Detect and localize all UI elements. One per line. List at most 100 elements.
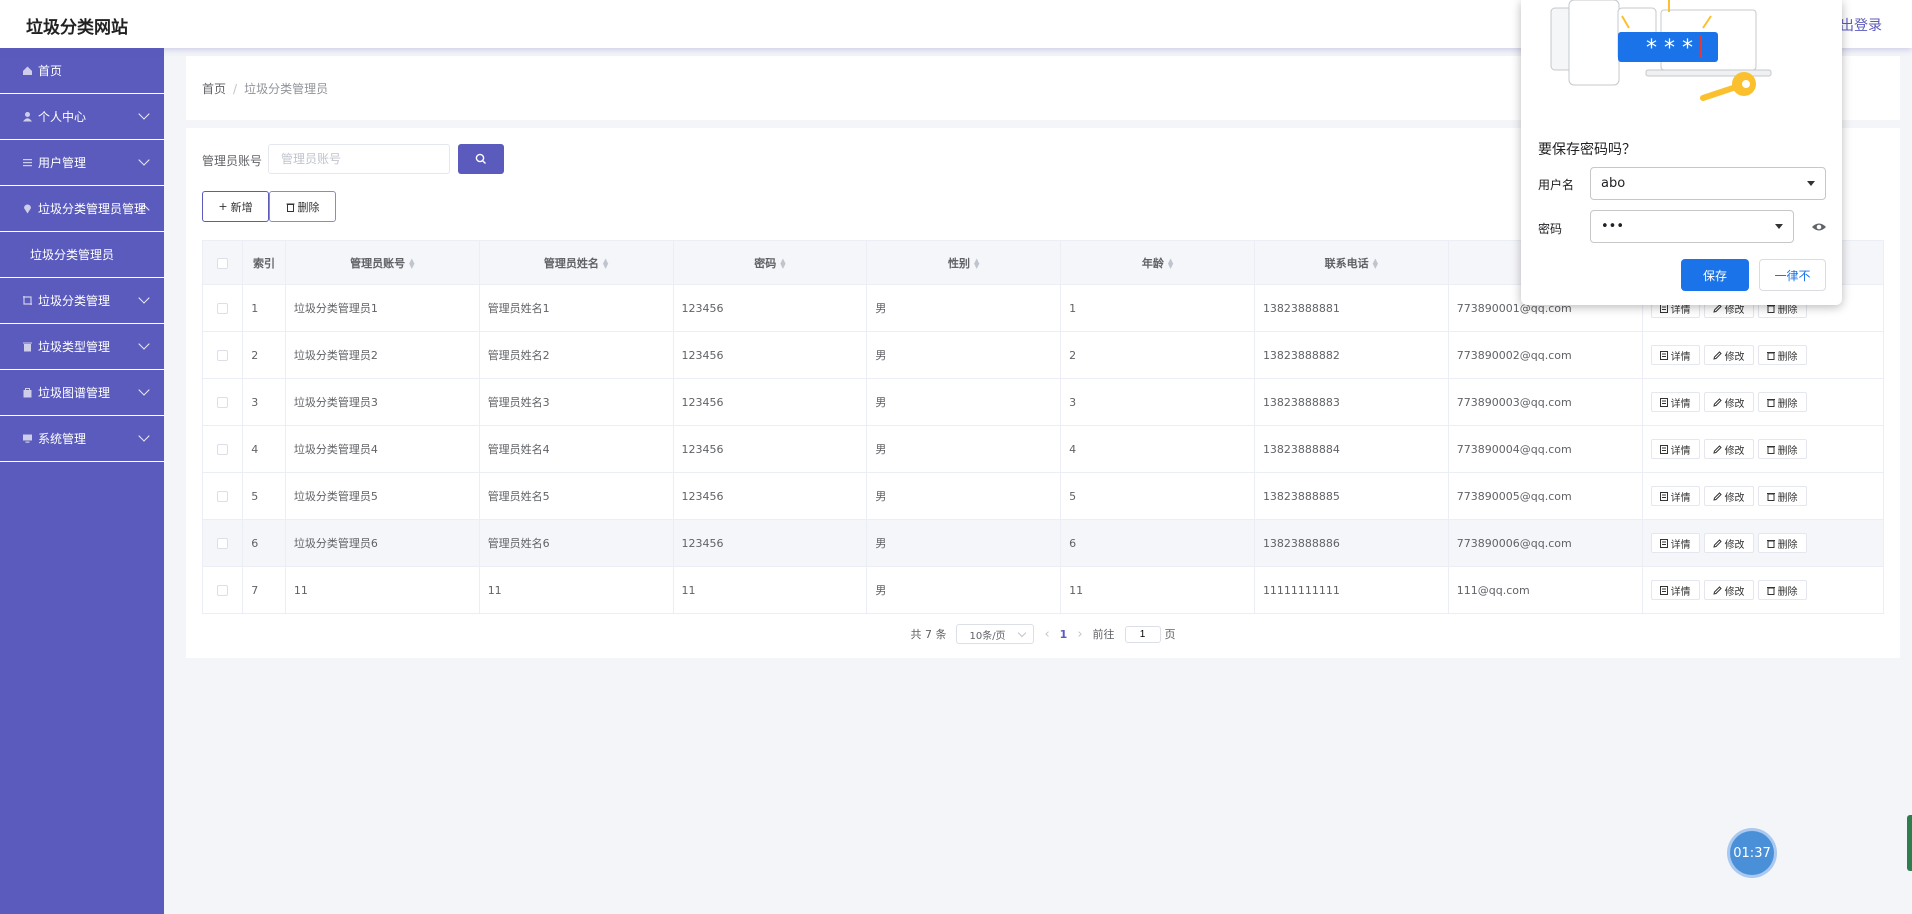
row-checkbox[interactable] bbox=[217, 538, 229, 549]
detail-button[interactable]: 详情 bbox=[1650, 439, 1700, 459]
delete-button-label: 删除 bbox=[1777, 398, 1798, 410]
delete-button[interactable]: 删除 bbox=[1757, 580, 1807, 600]
detail-button[interactable]: 详情 bbox=[1650, 533, 1700, 553]
table-cell: 123456 bbox=[673, 472, 868, 520]
table-row[interactable]: 2 垃圾分类管理员2 管理员姓名2 123456 男 2 13823888882 773890… bbox=[202, 331, 1885, 379]
sidebar-item-system-management[interactable]: 系统管理 bbox=[0, 416, 164, 462]
row-checkbox-cell[interactable] bbox=[202, 519, 244, 567]
column-header[interactable]: 管理员姓名 ▲ ▼ bbox=[479, 240, 674, 285]
breadcrumb-home[interactable]: 首页 bbox=[202, 82, 227, 96]
prev-page-icon[interactable]: ‹ bbox=[1044, 626, 1050, 642]
select-all-checkbox[interactable] bbox=[217, 257, 229, 269]
row-action-group: 详情 修改 删除 bbox=[1650, 533, 1875, 553]
page-size-select[interactable]: 10条/页 bbox=[956, 624, 1035, 644]
table-row[interactable]: 1 垃圾分类管理员1 管理员姓名1 123456 男 1 13823888881 773890… bbox=[202, 284, 1885, 332]
sidebar-item-type-management[interactable]: 垃圾类型管理 bbox=[0, 324, 164, 370]
username-select[interactable]: abo bbox=[1590, 167, 1826, 200]
table-row[interactable]: 7 11 11 11 男 11 11111111111 111@qq.com 详情 修改 删除 bbox=[202, 566, 1885, 614]
sort-icon[interactable]: ▲ ▼ bbox=[1167, 256, 1174, 270]
row-checkbox-cell[interactable] bbox=[202, 425, 244, 473]
edit-button[interactable]: 修改 bbox=[1703, 580, 1754, 600]
never-save-button[interactable]: 一律不 bbox=[1759, 259, 1826, 291]
batch-delete-button[interactable]: 删除 bbox=[269, 191, 336, 222]
next-page-icon[interactable]: › bbox=[1077, 626, 1083, 642]
search-button[interactable] bbox=[458, 144, 504, 174]
detail-button[interactable]: 详情 bbox=[1650, 392, 1700, 412]
add-button[interactable]: + 新增 bbox=[202, 191, 269, 222]
table-row[interactable]: 6 垃圾分类管理员6 管理员姓名6 123456 男 6 13823888886 773890… bbox=[202, 519, 1885, 567]
column-header-label: 密码 bbox=[754, 256, 777, 270]
edit-button-label: 修改 bbox=[1724, 351, 1745, 363]
row-checkbox-cell[interactable] bbox=[202, 472, 244, 520]
chevron-down-icon bbox=[138, 338, 150, 350]
goto-page-input[interactable] bbox=[1124, 625, 1161, 643]
sidebar-item-atlas-management[interactable]: 垃圾图谱管理 bbox=[0, 370, 164, 416]
table-cell: 13823888882 bbox=[1254, 331, 1449, 379]
sort-icon[interactable]: ▲ ▼ bbox=[1372, 256, 1379, 270]
sidebar: 首页 个人中心 用户管理 垃圾分类管理员管理 垃圾分类管理员 垃圾分类管理 垃圾类型管理垃圾… bbox=[0, 48, 164, 914]
row-action-group: 详情 修改 删除 bbox=[1650, 392, 1875, 412]
sort-icon[interactable]: ▲ ▼ bbox=[409, 256, 415, 270]
edit-button[interactable]: 修改 bbox=[1703, 439, 1754, 459]
sidebar-subitem-admin[interactable]: 垃圾分类管理员 bbox=[0, 232, 164, 278]
timer-badge[interactable]: 01:37 bbox=[1730, 831, 1774, 875]
row-checkbox[interactable] bbox=[217, 491, 229, 502]
column-header[interactable]: 密码 ▲ ▼ bbox=[673, 240, 868, 285]
table-cell: 4 bbox=[242, 425, 286, 473]
detail-button[interactable]: 详情 bbox=[1650, 345, 1700, 365]
trash-icon bbox=[1766, 492, 1775, 501]
column-header[interactable]: 年龄 ▲ ▼ bbox=[1060, 240, 1255, 285]
column-header-label: 性别 bbox=[948, 256, 971, 270]
column-header[interactable]: 管理员账号 ▲ ▼ bbox=[285, 240, 480, 285]
current-page[interactable]: 1 bbox=[1059, 627, 1068, 641]
row-checkbox[interactable] bbox=[217, 585, 229, 596]
table-row[interactable]: 4 垃圾分类管理员4 管理员姓名4 123456 男 4 13823888884 773890… bbox=[202, 425, 1885, 473]
row-checkbox[interactable] bbox=[217, 303, 229, 314]
select-all-checkbox-cell[interactable] bbox=[202, 240, 244, 285]
sidebar-item-classification-management[interactable]: 垃圾分类管理 bbox=[0, 278, 164, 324]
table-cell: 垃圾分类管理员1 bbox=[285, 284, 480, 332]
row-checkbox-cell[interactable] bbox=[202, 331, 244, 379]
edit-button-label: 修改 bbox=[1724, 398, 1745, 410]
sidebar-item-admin-management[interactable]: 垃圾分类管理员管理 bbox=[0, 186, 164, 232]
side-tab[interactable] bbox=[1907, 815, 1912, 871]
table-cell: 11 bbox=[479, 566, 674, 614]
edit-icon bbox=[1712, 444, 1722, 454]
row-checkbox[interactable] bbox=[217, 350, 229, 361]
row-checkbox-cell[interactable] bbox=[202, 284, 244, 332]
table-row[interactable]: 3 垃圾分类管理员3 管理员姓名3 123456 男 3 13823888883 773890… bbox=[202, 378, 1885, 426]
sort-icon[interactable]: ▲ ▼ bbox=[974, 256, 980, 270]
edit-button[interactable]: 修改 bbox=[1703, 392, 1754, 412]
edit-button[interactable]: 修改 bbox=[1703, 533, 1754, 553]
search-label: 管理员账号 bbox=[202, 154, 263, 168]
sort-icon[interactable]: ▲ ▼ bbox=[780, 256, 786, 270]
column-header[interactable]: 联系电话 ▲ ▼ bbox=[1254, 240, 1449, 285]
detail-button[interactable]: 详情 bbox=[1650, 580, 1700, 600]
delete-button[interactable]: 删除 bbox=[1757, 486, 1807, 506]
sidebar-item-home[interactable]: 首页 bbox=[0, 48, 164, 94]
edit-button[interactable]: 修改 bbox=[1703, 345, 1754, 365]
password-select[interactable]: ••• bbox=[1590, 210, 1794, 243]
edit-button[interactable]: 修改 bbox=[1703, 486, 1754, 506]
delete-button[interactable]: 删除 bbox=[1757, 392, 1807, 412]
delete-button[interactable]: 删除 bbox=[1757, 533, 1807, 553]
table-cell: 管理员姓名2 bbox=[479, 331, 674, 379]
trash-icon bbox=[1766, 398, 1775, 407]
sidebar-item-label: 垃圾图谱管理 bbox=[38, 386, 111, 400]
sidebar-item-personal-center[interactable]: 个人中心 bbox=[0, 94, 164, 140]
row-checkbox-cell[interactable] bbox=[202, 378, 244, 426]
table-cell: 5 bbox=[242, 472, 286, 520]
sidebar-item-user-management[interactable]: 用户管理 bbox=[0, 140, 164, 186]
column-header[interactable]: 性别 ▲ ▼ bbox=[866, 240, 1062, 285]
eye-icon[interactable] bbox=[1811, 221, 1827, 233]
row-checkbox[interactable] bbox=[217, 397, 229, 408]
delete-button[interactable]: 删除 bbox=[1757, 439, 1807, 459]
sort-icon[interactable]: ▲ ▼ bbox=[602, 256, 609, 270]
search-input[interactable] bbox=[268, 144, 450, 174]
row-checkbox[interactable] bbox=[217, 444, 229, 455]
save-password-button[interactable]: 保存 bbox=[1681, 259, 1749, 291]
detail-button[interactable]: 详情 bbox=[1650, 486, 1700, 506]
row-checkbox-cell[interactable] bbox=[202, 566, 244, 614]
delete-button[interactable]: 删除 bbox=[1757, 345, 1807, 365]
table-row[interactable]: 5 垃圾分类管理员5 管理员姓名5 123456 男 5 13823888885 773890… bbox=[202, 472, 1885, 520]
